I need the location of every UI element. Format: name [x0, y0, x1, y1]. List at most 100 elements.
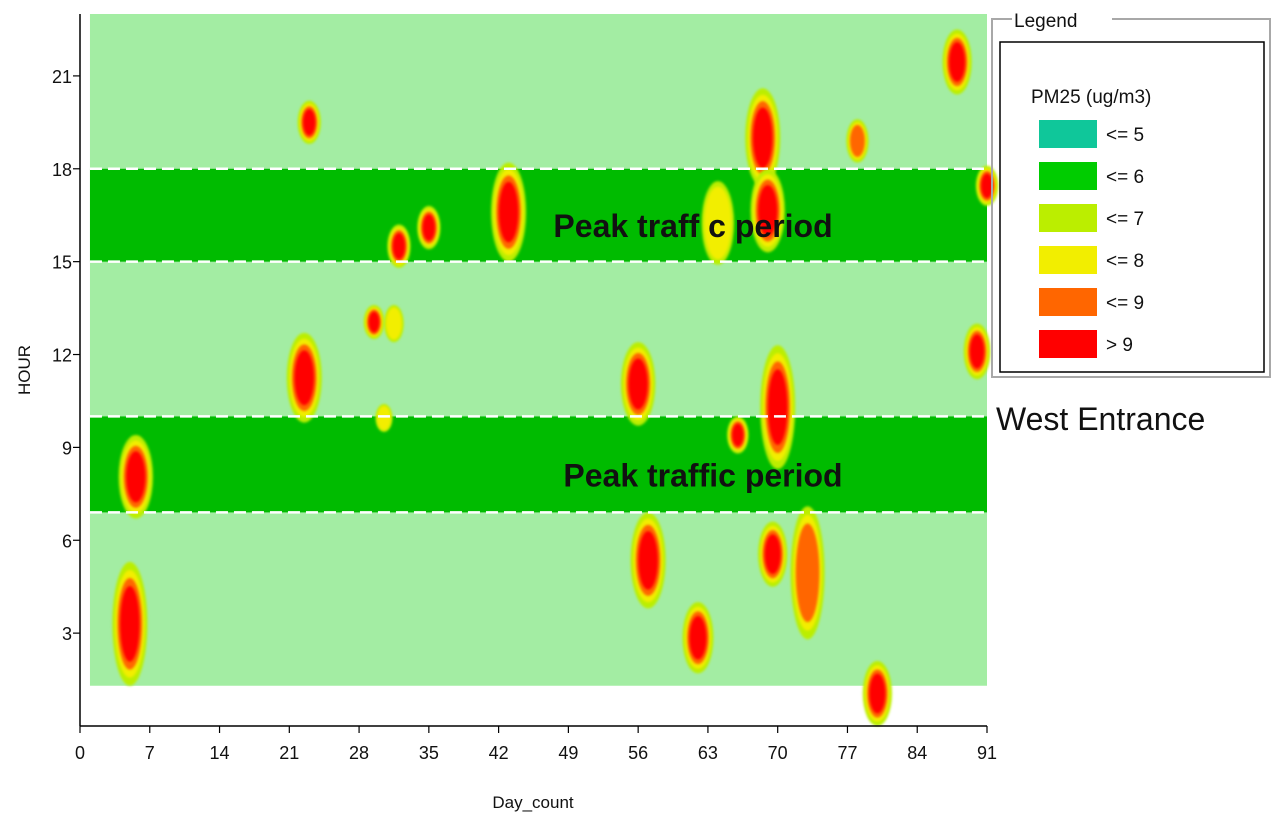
hotspot	[862, 660, 892, 726]
legend-title-backdrop	[1012, 9, 1112, 31]
x-tick-label: 35	[419, 743, 439, 763]
hotspot-contour	[385, 307, 402, 340]
hotspot	[286, 332, 322, 423]
pm25-base-region	[89, 14, 987, 686]
hotspot	[417, 205, 441, 250]
x-tick-label: 77	[837, 743, 857, 763]
legend-swatch	[1039, 204, 1097, 232]
x-axis-ticks: 0 7 14 21 28 35 42 49 56 63 70 77 84 91	[75, 726, 997, 763]
hotspot-contour	[764, 534, 781, 575]
hotspot	[118, 435, 154, 519]
y-tick-label: 9	[62, 438, 72, 458]
x-tick-label: 91	[977, 743, 997, 763]
legend-entry-label: > 9	[1106, 335, 1133, 356]
x-tick-label: 49	[558, 743, 578, 763]
plot-area	[80, 14, 987, 726]
hotspot-contour	[767, 369, 788, 445]
x-axis-title: Day_count	[492, 793, 574, 812]
x-tick-label: 63	[698, 743, 718, 763]
x-tick-label: 0	[75, 743, 85, 763]
peak-period-annotations: Peak traffic period Peak traff c period	[553, 208, 842, 493]
hotspot	[790, 506, 825, 640]
hotspot	[760, 345, 796, 470]
legend-swatch	[1039, 120, 1097, 148]
legend-swatch	[1039, 330, 1097, 358]
y-tick-label: 15	[52, 253, 72, 273]
hotspot	[630, 512, 666, 609]
legend-entry-label: <= 6	[1106, 167, 1144, 188]
hotspot	[975, 165, 999, 206]
peak-period-bands	[89, 168, 987, 513]
hotspot	[384, 304, 404, 343]
x-tick-label: 42	[489, 743, 509, 763]
legend-entry-label: <= 8	[1106, 251, 1144, 272]
y-tick-label: 21	[52, 67, 72, 87]
x-tick-label: 14	[210, 743, 230, 763]
hotspot	[942, 29, 972, 95]
hotspot-contour	[869, 673, 886, 714]
hotspot-contour	[392, 232, 406, 260]
legend-outer-frame	[991, 18, 1271, 378]
location-label: West Entrance	[996, 401, 1205, 437]
hotspot	[701, 181, 735, 265]
legend-entry-label: <= 9	[1106, 293, 1144, 314]
hotspot	[758, 521, 788, 587]
hotspot	[112, 561, 148, 686]
peak-period-band	[89, 416, 987, 513]
hotspot	[297, 100, 321, 145]
hotspot-contour	[752, 107, 773, 169]
legend-box: Legend PM25 (ug/m3) <= 5 <= 6 <= 7 <= 8 <= 9…	[991, 9, 1271, 378]
peak-period-boundaries	[89, 167, 987, 514]
hotspot-contour	[498, 181, 519, 243]
hotspot-contour	[377, 405, 391, 431]
x-tick-label: 7	[145, 743, 155, 763]
hotspot	[375, 404, 393, 432]
hotspot-contour	[732, 423, 744, 447]
legend-swatch	[1039, 288, 1097, 316]
hotspot	[846, 119, 869, 163]
legend-swatch	[1039, 246, 1097, 274]
hotspot-contour	[795, 523, 820, 623]
hotspot-contour	[126, 451, 146, 503]
y-tick-label: 3	[62, 624, 72, 644]
peak-period-band	[89, 168, 987, 262]
hotspot-contour	[303, 109, 316, 136]
peak-period-label: Peak traffic period	[563, 457, 842, 493]
hotspot-contour	[368, 311, 380, 333]
pm25-hotspots	[112, 29, 999, 726]
x-tick-label: 28	[349, 743, 369, 763]
hotspot-contour	[638, 531, 658, 590]
hotspot-contour	[628, 358, 648, 410]
peak-period-label: Peak traff c period	[553, 208, 832, 244]
x-tick-label: 84	[907, 743, 927, 763]
x-tick-label: 21	[279, 743, 299, 763]
hotspot-contour	[849, 124, 865, 157]
hotspot	[963, 323, 991, 380]
hotspot-contour	[981, 173, 993, 199]
hotspot	[491, 162, 527, 262]
x-tick-label: 56	[628, 743, 648, 763]
legend-entries: <= 5 <= 6 <= 7 <= 8 <= 9 > 9	[1039, 120, 1144, 358]
hotspot-contour	[758, 185, 778, 237]
hotspot-contour	[294, 350, 315, 406]
legend-entry-label: <= 5	[1106, 125, 1144, 146]
hotspot	[363, 304, 385, 340]
x-tick-label: 70	[768, 743, 788, 763]
y-tick-label: 6	[62, 531, 72, 551]
hotspot-contour	[689, 616, 707, 660]
hotspot-contour	[969, 334, 985, 369]
y-tick-label: 12	[52, 346, 72, 366]
hotspot	[727, 416, 749, 454]
pm25-base-field	[89, 14, 987, 686]
legend-swatch	[1039, 162, 1097, 190]
legend-entry-label: <= 7	[1106, 209, 1144, 230]
hotspot-contour	[949, 42, 966, 82]
hotspot-contour	[422, 214, 435, 241]
y-axis-title: HOUR	[15, 345, 34, 395]
hotspot	[682, 602, 714, 674]
hotspot-contour	[704, 186, 732, 260]
hotspot-contour	[120, 586, 140, 662]
legend-value-name: PM25 (ug/m3)	[1031, 87, 1151, 108]
hotspot	[387, 224, 411, 268]
